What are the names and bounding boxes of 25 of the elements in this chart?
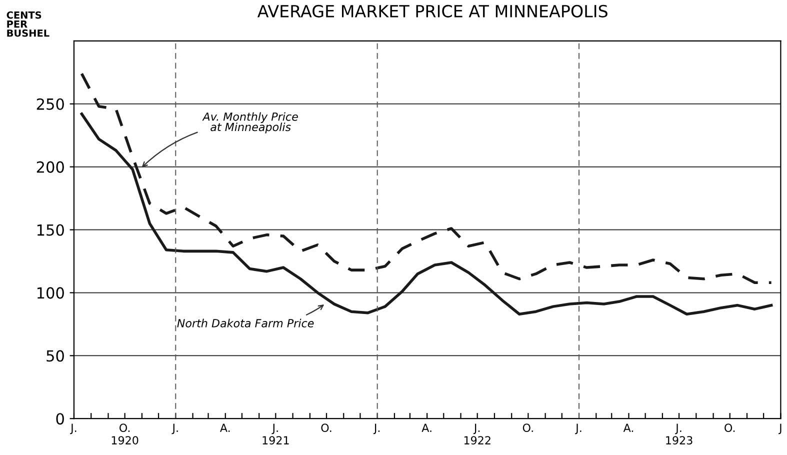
x-tick-label: J. <box>172 424 178 434</box>
x-tick-label: J. 1922 <box>464 424 490 445</box>
y-axis-title: CENTS PER BUSHEL <box>6 11 50 37</box>
y-tick-label: 150 <box>37 224 64 236</box>
x-tick-label: J. <box>575 424 582 434</box>
x-tick-label: J. 1923 <box>666 424 692 445</box>
annotation: North Dakota Farm Price <box>177 318 314 328</box>
x-tick-label: J. <box>70 424 76 434</box>
x-tick-label: J. 1921 <box>262 424 289 445</box>
x-tick-label: A. <box>623 424 634 432</box>
y-tick-label: 250 <box>36 98 64 110</box>
x-tick-label: A. <box>220 424 230 432</box>
y-tick-label: 0 <box>56 413 64 425</box>
annotation: Av. Monthly Price at Minneapolis <box>202 112 298 134</box>
x-tick-label: O. 1920 <box>112 424 138 445</box>
x-tick-label: J. <box>373 424 380 434</box>
x-tick-label: O. <box>522 424 533 432</box>
x-tick-label: A. <box>422 424 432 432</box>
x-tick-label: O. <box>321 424 332 432</box>
y-tick-label: 200 <box>36 161 64 173</box>
y-tick-label: 50 <box>46 350 64 362</box>
x-tick-label: O. <box>724 424 735 432</box>
y-tick-label: 100 <box>37 287 64 299</box>
chart-title: AVERAGE MARKET PRICE AT MINNEAPOLIS <box>257 4 608 18</box>
x-tick-label: J <box>778 424 782 434</box>
